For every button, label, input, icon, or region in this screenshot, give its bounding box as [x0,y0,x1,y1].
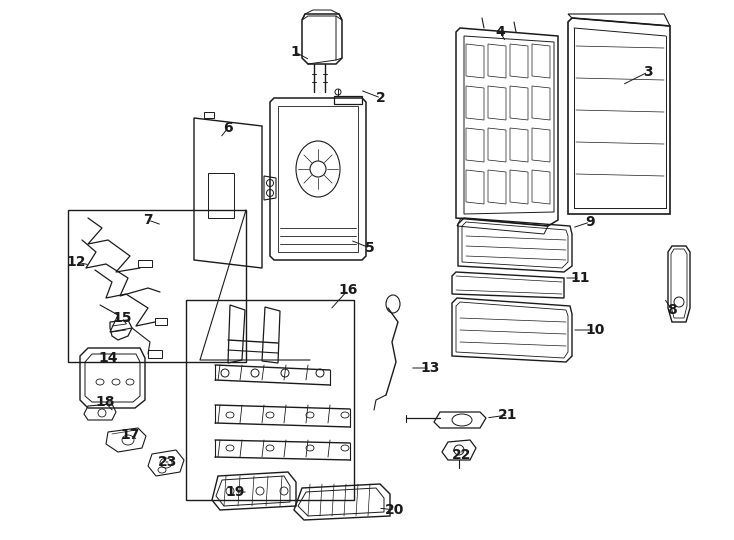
Text: 9: 9 [585,215,595,229]
Text: 4: 4 [495,25,505,39]
Text: 20: 20 [385,503,404,517]
Text: 17: 17 [120,428,139,442]
Text: 2: 2 [376,91,386,105]
Text: 8: 8 [667,303,677,317]
Bar [208,173,234,218]
Bar [148,350,162,358]
Text: 11: 11 [570,271,589,285]
Text: 5: 5 [365,241,375,255]
Bar [155,318,167,325]
Text: 21: 21 [498,408,517,422]
Text: 10: 10 [585,323,605,337]
Text: 15: 15 [112,311,131,325]
Text: 19: 19 [225,485,244,499]
Text: 6: 6 [223,121,233,135]
Bar [68,210,246,362]
Text: 23: 23 [159,455,178,469]
Text: 16: 16 [338,283,357,297]
Text: 12: 12 [66,255,86,269]
Bar [138,260,152,267]
Bar [186,300,354,500]
Text: 1: 1 [290,45,300,59]
Text: 3: 3 [643,65,653,79]
Text: 13: 13 [421,361,440,375]
Text: 14: 14 [98,351,117,365]
Text: 7: 7 [143,213,153,227]
Text: 22: 22 [452,448,472,462]
Text: 18: 18 [95,395,115,409]
